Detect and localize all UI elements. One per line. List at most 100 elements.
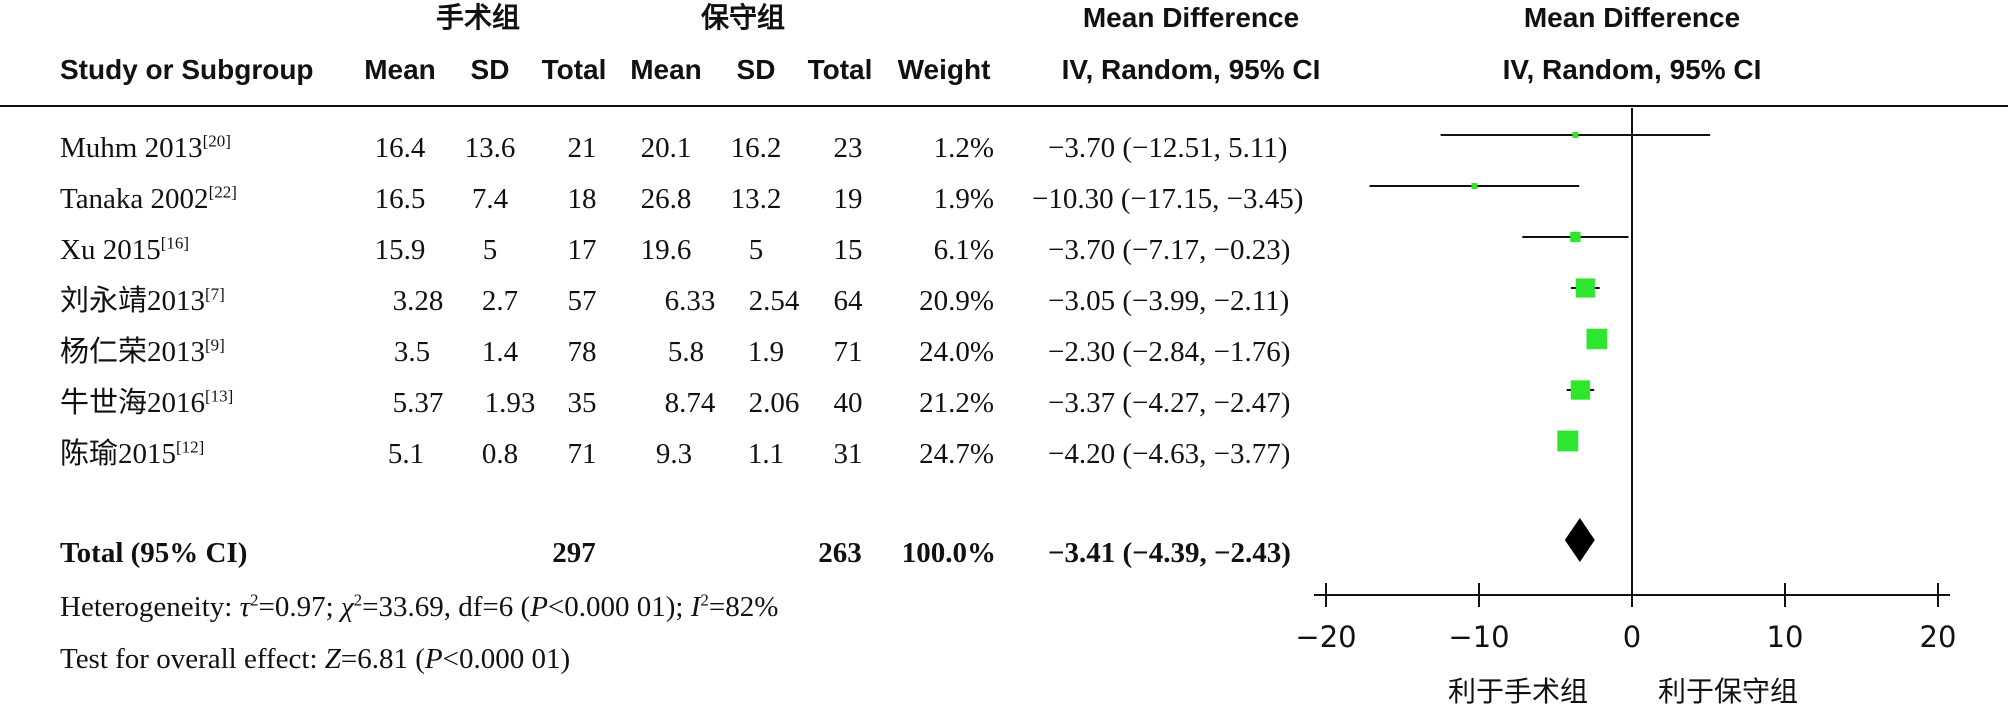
total2-sum: 263 [818,537,862,569]
weight-cell: 6.1% [933,234,994,266]
sd1-cell: 5 [482,234,498,266]
overall-prefix: Test for overall effect: [60,643,325,675]
total2-cell: 23 [833,132,863,164]
study-name: 牛世海2016[13] [60,386,233,420]
sd2-cell: 1.9 [747,336,785,368]
ci-cell: −4.20 (−4.63, −3.77) [1048,438,1291,470]
mean2-cell: 19.6 [640,234,692,266]
study-label: 刘永靖2013 [60,285,206,317]
point-marker [1471,183,1478,189]
weight-header: Weight [897,54,991,85]
point-marker [1586,328,1608,350]
sd2-cell: 13.2 [730,183,782,215]
total2-cell: 71 [833,336,863,368]
study-ref: [12] [176,437,205,457]
total2-cell: 31 [833,438,863,470]
x-tick-label: 20 [1920,620,1957,654]
total1-cell: 78 [567,336,597,368]
pooled-diamond [1564,518,1595,562]
study-ref: [16] [160,233,190,253]
sd1-cell: 1.4 [481,336,519,368]
study-ref: [9] [205,335,225,355]
study-label: Muhm 2013 [60,132,203,164]
total2-cell: 19 [833,183,863,215]
study-name: Muhm 2013[20] [60,131,231,165]
sd1-cell: 7.4 [471,183,509,215]
ci-cell: −10.30 (−17.15, −3.45) [1032,183,1304,215]
x-tick-label: 10 [1767,620,1804,654]
favours-left-label: 利于手术组 [1448,675,1589,708]
x-tick-label: −10 [1448,620,1509,654]
i-symbol: I [690,591,701,623]
study-name: Tanaka 2002[22] [60,182,237,216]
tau-value: =0.97; [258,591,341,623]
mean1-cell: 16.4 [374,132,426,164]
chi-value: =33.69, df=6 ( [362,591,531,623]
weight-cell: 1.2% [933,132,994,164]
sd2-cell: 5 [748,234,764,266]
p-symbol: P [530,591,548,623]
sd1-cell: 1.93 [484,387,536,419]
heterogeneity-prefix: Heterogeneity: [60,591,240,623]
mean1-cell: 3.28 [392,285,444,317]
total1-cell: 71 [567,438,597,470]
sd2-cell: 2.54 [748,285,800,317]
sd1-cell: 13.6 [464,132,516,164]
mean2-header: Mean [630,54,702,85]
total2-header: Total [807,54,873,85]
ci-cell: −3.37 (−4.27, −2.47) [1048,387,1291,419]
mean2-cell: 26.8 [640,183,692,215]
sd2-cell: 2.06 [748,387,800,419]
favours-right-label: 利于保守组 [1658,675,1799,708]
tau-sup: 2 [249,590,259,610]
sd1-header: SD [470,54,510,85]
ci-cell: −3.70 (−12.51, 5.11) [1048,132,1288,164]
mean2-cell: 9.3 [655,438,693,470]
z-value: =6.81 ( [340,643,425,675]
mean1-cell: 3.5 [393,336,431,368]
x-tick-label: 0 [1623,620,1641,654]
weight-cell: 1.9% [933,183,994,215]
study-name: 杨仁荣2013[9] [60,335,225,369]
md-method-header: IV, Random, 95% CI [1061,54,1321,85]
total-label: Total (95% CI) [60,537,248,569]
plot-method-header: IV, Random, 95% CI [1502,54,1762,85]
sd2-header: SD [736,54,776,85]
sd1-cell: 2.7 [481,285,519,317]
study-ref: [7] [205,284,225,304]
study-name: 陈瑜2015[12] [60,437,204,471]
weight-cell: 24.7% [919,438,994,470]
chi-symbol: χ [340,591,354,623]
study-ref: [20] [202,131,231,151]
total1-header: Total [541,54,607,85]
total-ci: −3.41 (−4.39, −2.43) [1048,537,1291,569]
mean1-cell: 5.37 [392,387,444,419]
mean2-cell: 5.8 [667,336,705,368]
overall-effect-text: Test for overall effect: Z=6.81 (P<0.000… [60,642,570,676]
plot-column-title: Mean Difference [1523,2,1741,33]
study-label: Xu 2015 [60,234,161,266]
sd2-cell: 16.2 [730,132,782,164]
tau-symbol: τ [239,591,250,623]
study-name: Xu 2015[16] [60,233,189,267]
total1-cell: 18 [567,183,597,215]
total1-cell: 57 [567,285,597,317]
study-label: 牛世海2016 [60,387,206,419]
point-marker [1570,380,1591,400]
overall-p-value: <0.000 01) [442,643,571,675]
study-name: 刘永靖2013[7] [60,284,225,318]
study-ref: [22] [208,182,237,202]
mean2-cell: 20.1 [640,132,692,164]
overall-p-symbol: P [424,643,443,675]
plot-marks: −20 −10 0 10 20 [1295,108,1956,654]
total1-cell: 17 [567,234,597,266]
sd1-cell: 0.8 [481,438,519,470]
mean2-cell: 6.33 [664,285,716,317]
point-marker [1570,231,1581,243]
total1-cell: 35 [567,387,597,419]
i-sup: 2 [700,590,709,610]
point-marker [1575,278,1595,298]
mean1-cell: 5.1 [387,438,425,470]
